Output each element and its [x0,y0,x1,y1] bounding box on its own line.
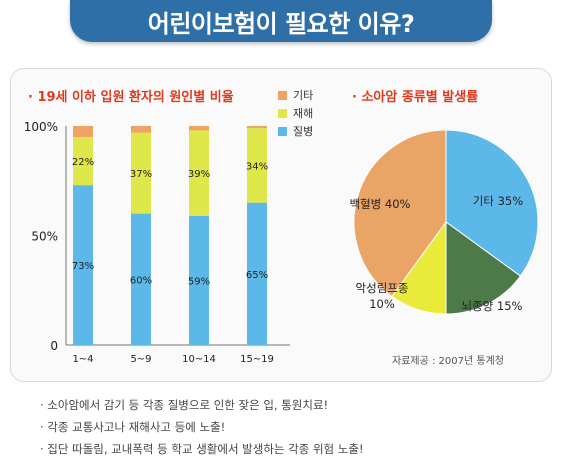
data-label: 60% [130,275,152,286]
data-label: 59% [188,276,210,287]
legend-item-disease: 질병 [278,122,313,140]
x-tick-label: 1~4 [72,354,93,365]
x-tick-label: 5~9 [130,354,151,365]
bar-chart-title: · 19세 이하 입원 환자의 원인별 비율 [28,90,234,105]
reason-item-3: · 집단 따돌림, 교내폭력 등 학교 생활에서 발생하는 각종 위험 노출! [40,442,364,456]
pie-slice [353,129,447,298]
bar-segment [247,128,267,203]
pie-label: 10% [369,297,395,311]
bar-segment [73,136,93,186]
data-label: 34% [246,161,268,172]
title-banner: 어린이보험이 필요한 이유? [70,0,492,42]
bar-segment [189,126,209,131]
legend-label-accident: 재해 [293,107,314,120]
bar-segment [189,215,209,345]
reason-item-1: · 소아암에서 감기 등 각종 질병으로 인한 잦은 입, 통원치료! [40,398,329,412]
legend-swatch-accident [278,108,287,118]
bar-segment [131,213,151,345]
y-tick-label: 50% [31,230,58,244]
data-label: 39% [188,169,210,180]
x-tick-label: 15~19 [240,354,274,365]
pie-label: 기타 35% [473,194,523,208]
pie-label: 악성림프종 [356,281,409,295]
bar-segment [73,185,93,345]
source-note: 자료제공 : 2007년 통계청 [392,356,504,367]
data-label: 73% [72,261,94,272]
pie-slice [445,221,522,315]
reason-list: · 소아암에서 감기 등 각종 질병으로 인한 잦은 입, 통원치료! · 각종… [40,394,364,460]
data-label: 22% [72,157,94,168]
bar-segment [189,130,209,216]
pie-label: 백혈병 40% [350,197,411,211]
pie-slice [445,129,539,277]
bar-segment [247,202,267,345]
bar-segment [73,126,93,137]
bar-segment [131,132,151,214]
data-label: 65% [246,270,268,281]
legend-label-disease: 질병 [293,125,314,138]
legend-label-other: 기타 [293,89,314,102]
legend-item-accident: 재해 [278,104,313,122]
bar-segment [131,126,151,133]
legend-swatch-other [278,90,287,100]
legend-item-other: 기타 [278,86,313,104]
data-label: 37% [130,169,152,180]
pie-chart-title: · 소아암 종류별 발생률 [352,90,479,105]
pie-label: 뇌종양 15% [462,299,523,313]
y-tick-label: 0 [50,339,58,353]
bar-segment [247,126,267,129]
bar-chart-legend: 기타 재해 질병 [278,86,313,140]
legend-swatch-disease [278,126,287,136]
page-title: 어린이보험이 필요한 이유? [147,9,415,38]
reason-item-2: · 각종 교통사고나 재해사고 등에 노출! [40,420,226,434]
y-tick-label: 100% [24,120,58,134]
x-tick-label: 10~14 [182,354,216,365]
